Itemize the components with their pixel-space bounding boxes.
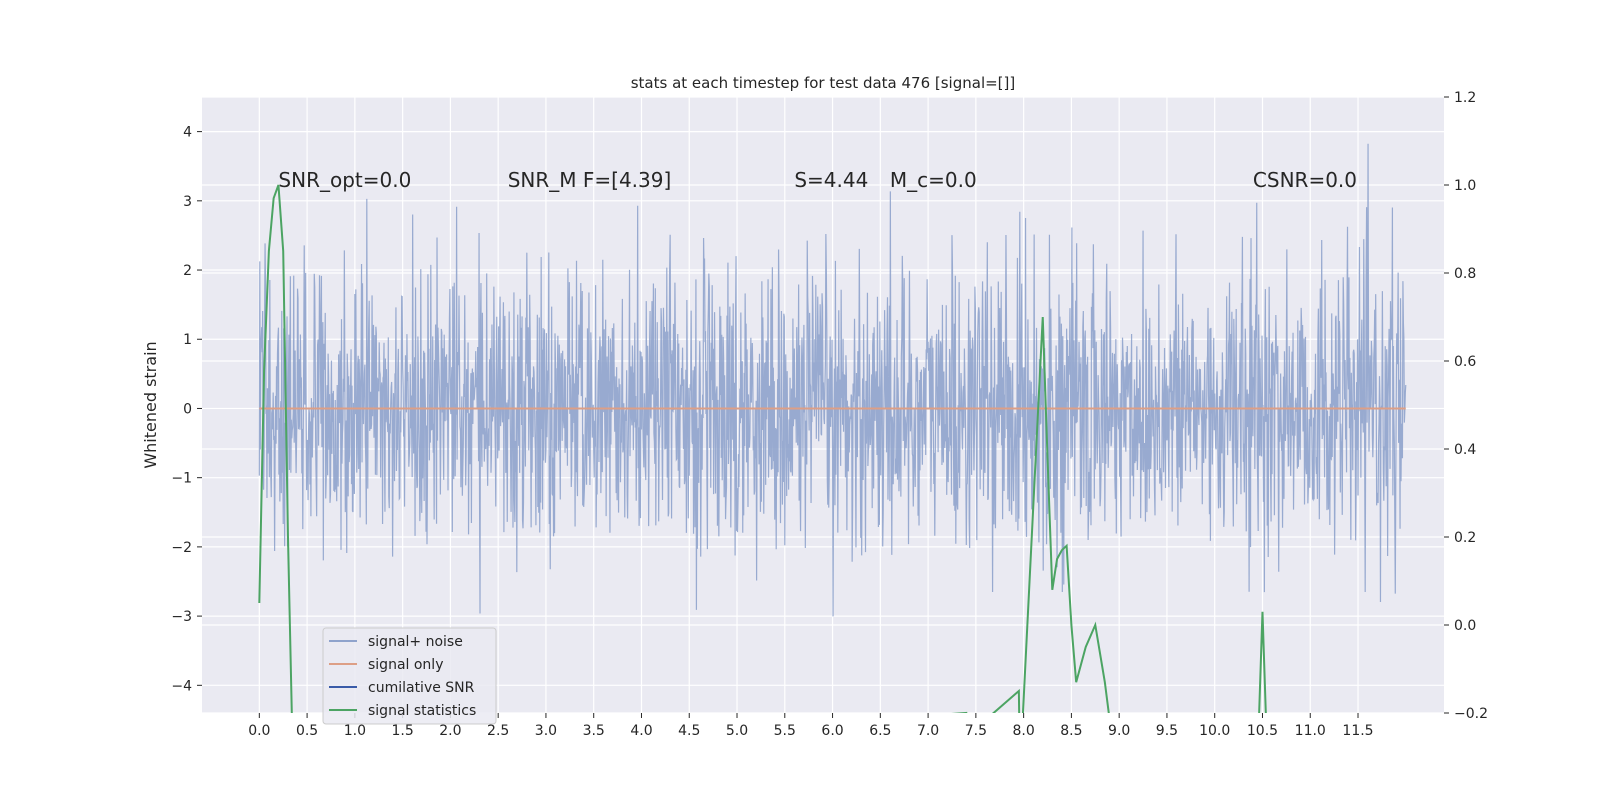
- y2-tick-label: 0.2: [1454, 530, 1476, 546]
- chart-title: stats at each timestep for test data 476…: [631, 74, 1016, 92]
- x-tick-label: 8.0: [1012, 723, 1034, 739]
- y-axis-label: Whitened strain: [141, 341, 160, 468]
- legend-entry: cumilative SNR: [368, 680, 475, 696]
- y-tick-label: 0: [183, 401, 192, 417]
- x-tick-label: 11.5: [1342, 723, 1373, 739]
- x-tick-label: 7.0: [917, 723, 939, 739]
- x-tick-label: 1.0: [344, 723, 366, 739]
- annotation: S=4.44: [794, 168, 868, 192]
- x-tick-label: 8.5: [1060, 723, 1082, 739]
- y2-tick-label: 0.8: [1454, 266, 1476, 282]
- y-tick-label: 3: [183, 194, 192, 210]
- x-tick-label: 5.5: [774, 723, 796, 739]
- y-tick-label: −2: [171, 540, 192, 556]
- x-tick-label: 5.0: [726, 723, 748, 739]
- x-tick-label: 11.0: [1295, 723, 1326, 739]
- legend-entry: signal only: [368, 657, 443, 673]
- plot-content: [258, 143, 1407, 713]
- x-tick-label: 2.5: [487, 723, 509, 739]
- y2-tick-label: 0.0: [1454, 618, 1476, 634]
- x-tick-label: 7.5: [965, 723, 987, 739]
- y-axis-left: 4 3 2 1 0 −1 −2 −3 −4: [171, 125, 202, 694]
- y-tick-label: −1: [171, 471, 192, 487]
- x-tick-label: 0.0: [248, 723, 270, 739]
- y2-tick-label: −0.2: [1454, 706, 1488, 722]
- annotation: CSNR=0.0: [1253, 168, 1357, 192]
- x-tick-label: 0.5: [296, 723, 318, 739]
- x-tick-label: 10.0: [1199, 723, 1230, 739]
- y-tick-label: −4: [171, 678, 192, 694]
- annotation: SNR_opt=0.0: [278, 168, 411, 192]
- y2-tick-label: 1.2: [1454, 90, 1476, 106]
- x-tick-label: 9.5: [1156, 723, 1178, 739]
- annotations: SNR_opt=0.0 SNR_M F=[4.39] S=4.44 M_c=0.0 CS…: [278, 168, 1357, 192]
- y2-tick-label: 0.4: [1454, 442, 1476, 458]
- x-tick-label: 9.0: [1108, 723, 1130, 739]
- annotation: SNR_M F=[4.39]: [508, 168, 672, 192]
- y-tick-label: −3: [171, 609, 192, 625]
- y-axis-right: 1.2 1.0 0.8 0.6 0.4 0.2 0.0 −0.2: [1444, 90, 1488, 722]
- x-tick-label: 4.5: [678, 723, 700, 739]
- y-tick-label: 2: [183, 263, 192, 279]
- legend-entry: signal statistics: [368, 703, 476, 719]
- annotation: M_c=0.0: [890, 168, 977, 192]
- legend-entry: signal+ noise: [368, 634, 463, 650]
- y-tick-label: 4: [183, 125, 192, 141]
- y2-tick-label: 0.6: [1454, 354, 1476, 370]
- series-line: [258, 184, 1267, 713]
- x-tick-label: 6.0: [821, 723, 843, 739]
- x-tick-label: 3.5: [583, 723, 605, 739]
- legend-box: [322, 627, 497, 725]
- x-tick-label: 10.5: [1247, 723, 1278, 739]
- x-tick-label: 3.0: [535, 723, 557, 739]
- x-tick-label: 6.5: [869, 723, 891, 739]
- legend: signal+ noise signal only cumilative SNR si…: [322, 627, 497, 725]
- y-tick-label: 1: [183, 332, 192, 348]
- x-tick-label: 4.0: [630, 723, 652, 739]
- x-tick-label: 2.0: [439, 723, 461, 739]
- y2-tick-label: 1.0: [1454, 178, 1476, 194]
- x-tick-label: 1.5: [391, 723, 413, 739]
- x-axis: 0.0 0.5 1.0 1.5 2.0 2.5 3.0 3.5 4.0 4.5 5.0 5.5 6.0 6…: [248, 713, 1374, 739]
